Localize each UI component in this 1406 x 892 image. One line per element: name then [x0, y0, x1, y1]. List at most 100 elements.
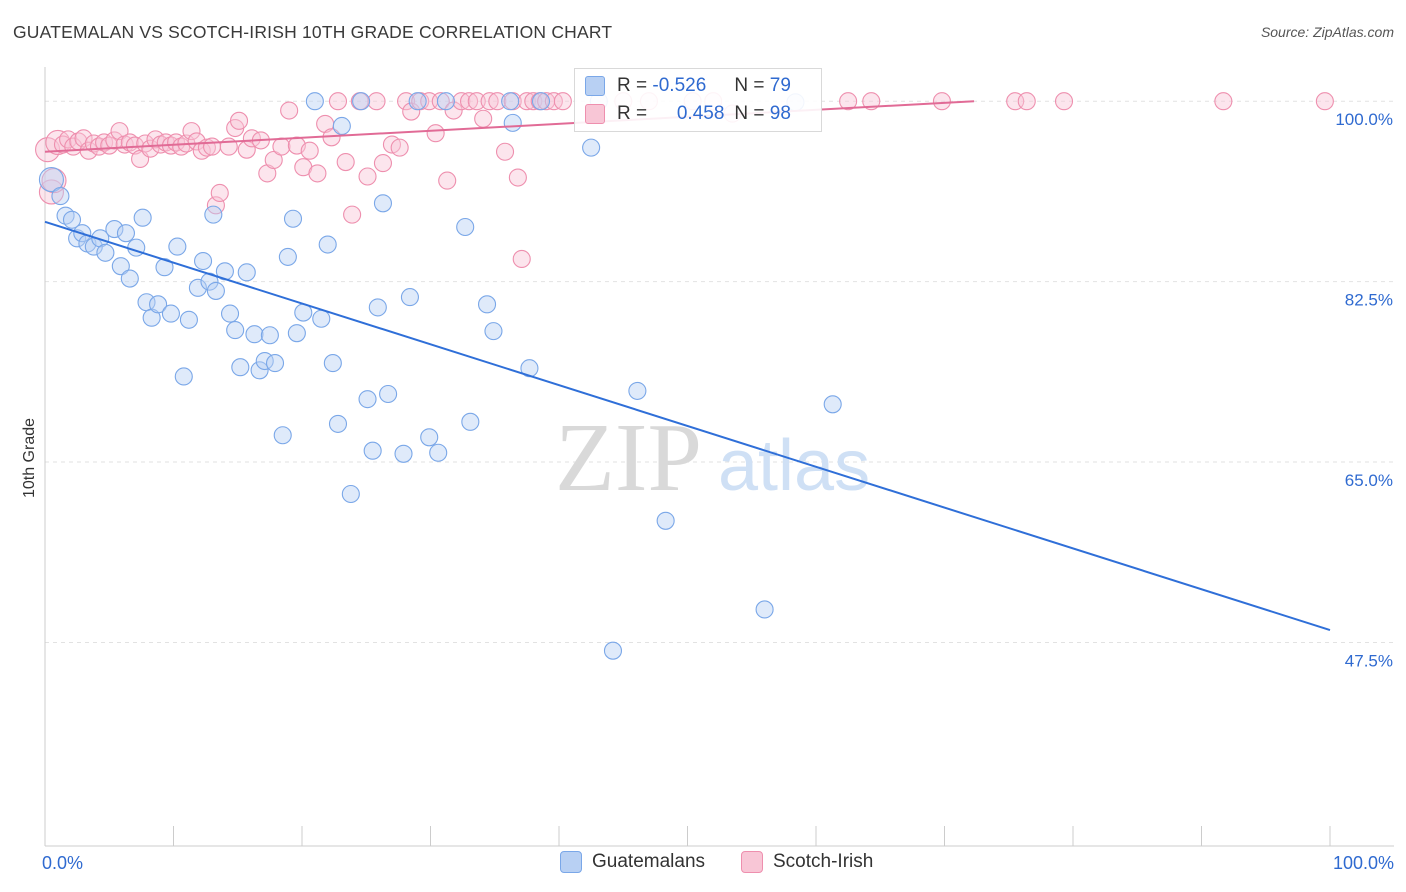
guatemalan-point [250, 361, 269, 380]
guatemalan-point [501, 92, 520, 111]
scotch-irish-point [553, 92, 572, 111]
guatemalan-point [265, 354, 285, 373]
scotch-irish-point [367, 92, 386, 111]
guatemalan-point [155, 258, 174, 277]
scotch-irish-point [336, 153, 355, 172]
guatemalan-point [231, 358, 250, 377]
guatemalan-point [237, 263, 256, 282]
legend-n-value: 79 [769, 75, 791, 96]
guatemalan-point [179, 310, 198, 329]
scotch-irish-point [524, 92, 543, 111]
guatemalan-point [323, 354, 342, 373]
guatemalan-point [368, 298, 387, 317]
guatemalan-point [161, 304, 180, 323]
guatemalan-point [273, 426, 292, 445]
legend-swatch-scotch-irish [741, 851, 763, 873]
scotch-irish-point [182, 122, 201, 141]
legend-r-label: R = [617, 75, 648, 96]
scotch-irish-point [141, 139, 160, 158]
guatemalan-point [582, 138, 601, 157]
scotch-irish-point [839, 92, 858, 111]
guatemalan-point [305, 92, 324, 111]
watermark-zip: ZIP [555, 404, 702, 512]
scotch-irish-point [308, 164, 327, 183]
legend-r-label: R = [617, 103, 648, 124]
x-tick-label-min: 0.0% [42, 853, 83, 873]
legend-r-value: 0.458 [676, 103, 725, 124]
scotch-irish-point [488, 92, 507, 111]
scotch-irish-point [373, 154, 393, 173]
scotch-irish-point [431, 92, 450, 111]
guatemalan-point [461, 412, 480, 431]
legend-item-scotch-irish[interactable]: Scotch-Irish [741, 851, 873, 873]
scotch-irish-point [343, 205, 362, 224]
guatemalan-point [51, 187, 70, 206]
scotch-irish-point [242, 129, 261, 148]
scotch-irish-point [402, 102, 421, 121]
guatemalan-point [283, 209, 303, 228]
guatemalan-point [168, 237, 187, 256]
scotch-irish-point [495, 142, 515, 161]
legend-label-guatemalans: Guatemalans [592, 851, 706, 872]
guatemalan-point [194, 251, 213, 271]
guatemalan-point [120, 269, 139, 288]
scotch-irish-point [264, 150, 283, 170]
legend-r-value: -0.526 [652, 75, 707, 96]
guatemalan-point [755, 600, 774, 619]
guatemalan-point [436, 92, 455, 111]
guatemalan-point [358, 390, 377, 409]
guatemalan-point [373, 194, 393, 213]
scotch-irish-point [444, 101, 463, 120]
scotch-irish-point [480, 92, 499, 111]
guatemalan-point [823, 395, 842, 414]
guatemalan-point [278, 247, 297, 266]
x-tick-label-max: 100.0% [1333, 853, 1394, 873]
legend-item-guatemalans[interactable]: Guatemalans [560, 851, 705, 873]
guatemalan-point [420, 428, 439, 447]
guatemalan-point [287, 324, 306, 343]
scotch-irish-point [426, 124, 445, 143]
guatemalan-point [503, 113, 522, 132]
guatemalan-point [116, 224, 136, 243]
guatemalan-point [318, 235, 337, 254]
legend-swatch-guatemalans [560, 851, 582, 873]
guatemalan-point [91, 229, 110, 248]
y-tick-label: 100.0% [1335, 110, 1393, 129]
scotch-irish-point [328, 92, 348, 111]
guatemalan-point [603, 641, 623, 660]
scotch-irish-point [300, 141, 319, 160]
legend-swatch-guatemalans [585, 76, 605, 96]
guatemalan-point [245, 325, 264, 344]
guatemalan-point [38, 167, 64, 193]
guatemalan-point [400, 288, 419, 307]
scotch-irish-point [1017, 92, 1036, 111]
guatemalan-point [429, 443, 448, 462]
guatemalan-point [312, 309, 331, 328]
watermark-atlas: atlas [718, 426, 870, 506]
guatemalan-point [656, 511, 675, 530]
scotch-irish-point [862, 92, 881, 111]
guatemalan-point [188, 278, 207, 297]
guatemalan-point [133, 208, 152, 227]
scotch-irish-point [390, 138, 409, 157]
guatemalan-point [352, 92, 371, 111]
scotch-irish-point [358, 167, 377, 186]
chart-title: GUATEMALAN VS SCOTCH-IRISH 10TH GRADE CO… [13, 22, 613, 42]
scotch-irish-point [100, 136, 119, 155]
scotch-irish-point [932, 92, 951, 111]
y-tick-label: 65.0% [1345, 471, 1393, 490]
guatemalan-point [174, 367, 193, 386]
watermark: ZIP atlas [555, 404, 870, 512]
scotch-irish-point [272, 137, 291, 156]
bottom-legend: Guatemalans Scotch-Irish [0, 851, 1406, 877]
guatemalan-point [456, 217, 475, 237]
scotch-irish-point [438, 171, 457, 190]
scotch-irish-point [467, 92, 486, 111]
scotch-irish-point [210, 183, 229, 203]
guatemalan-point [477, 295, 497, 314]
scotch-irish-point [512, 249, 531, 269]
guatemalan-point [531, 92, 551, 111]
guatemalan-point [96, 243, 115, 262]
guatemalan-point [220, 304, 240, 323]
